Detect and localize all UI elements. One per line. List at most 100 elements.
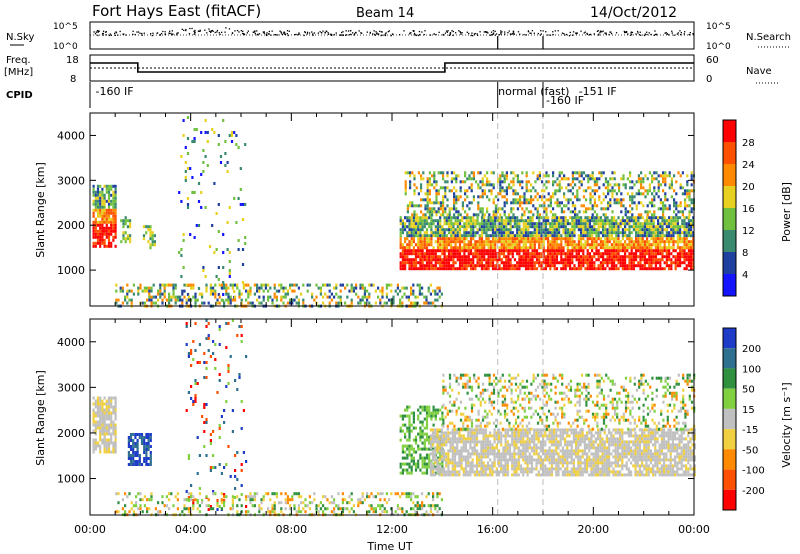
echo-cell xyxy=(569,240,572,244)
echo-cell xyxy=(674,216,677,220)
echo-cell xyxy=(121,301,124,305)
echo-cell xyxy=(428,258,431,262)
echo-cell xyxy=(411,213,414,217)
echo-cell xyxy=(502,222,506,226)
echo-cell xyxy=(670,258,673,262)
echo-cell xyxy=(147,457,150,460)
echo-cell xyxy=(421,234,424,238)
echo-cell xyxy=(643,219,646,223)
echo-cell xyxy=(208,245,212,248)
echo-cell xyxy=(591,204,594,208)
echo-cell xyxy=(92,235,95,239)
echo-cell xyxy=(105,184,108,188)
echo-cell xyxy=(107,217,111,221)
echo-cell xyxy=(452,264,455,268)
echo-cell xyxy=(114,196,117,200)
echo-cell xyxy=(574,195,577,199)
echo-cell xyxy=(256,298,259,302)
echo-cell xyxy=(105,235,108,239)
echo-cell xyxy=(450,231,453,235)
echo-cell xyxy=(485,231,488,235)
echo-cell xyxy=(692,216,695,220)
nsky-point xyxy=(376,33,378,35)
echo-cell xyxy=(585,198,588,202)
echo-cell xyxy=(564,261,567,265)
echo-cell xyxy=(213,182,216,185)
echo-cell xyxy=(494,222,497,226)
echo-cell xyxy=(437,189,440,193)
echo-cell xyxy=(112,420,115,424)
echo-cell xyxy=(194,349,197,352)
echo-cell xyxy=(529,246,532,250)
nsky-point xyxy=(680,34,682,36)
echo-cell xyxy=(662,171,665,175)
echo-cell xyxy=(549,267,552,271)
echo-cell xyxy=(205,337,208,340)
echo-cell xyxy=(110,420,113,424)
echo-cell xyxy=(476,252,479,256)
echo-cell xyxy=(681,249,684,253)
echo-cell xyxy=(668,174,671,178)
echo-cell xyxy=(637,213,640,217)
echo-cell xyxy=(430,216,433,220)
echo-cell xyxy=(412,225,415,229)
echo-cell xyxy=(685,267,688,271)
echo-cell xyxy=(531,237,534,241)
echo-cell xyxy=(663,267,666,271)
echo-cell xyxy=(582,255,585,259)
nsky-point xyxy=(354,31,357,34)
echo-cell xyxy=(273,510,276,514)
echo-cell xyxy=(580,267,583,271)
echo-cell xyxy=(524,255,528,259)
echo-cell xyxy=(92,187,95,191)
echo-cell xyxy=(239,188,242,191)
echo-cell xyxy=(631,195,634,199)
echo-cell xyxy=(151,237,154,241)
echo-cell xyxy=(676,228,679,232)
echo-cell xyxy=(136,442,139,445)
echo-cell xyxy=(459,195,462,199)
echo-cell xyxy=(615,249,618,253)
echo-cell xyxy=(600,201,603,205)
echo-cell xyxy=(459,213,462,217)
echo-cell xyxy=(114,447,117,451)
echo-cell xyxy=(516,216,519,220)
echo-cell xyxy=(681,213,684,217)
echo-cell xyxy=(558,243,561,247)
echo-cell xyxy=(445,246,448,250)
nsky-point xyxy=(241,32,244,35)
cpid-annotation: -151 IF xyxy=(579,85,617,98)
echo-cell xyxy=(92,190,95,194)
echo-cell xyxy=(341,510,344,514)
echo-cell xyxy=(489,252,492,256)
echo-cell xyxy=(542,228,545,232)
echo-cell xyxy=(518,267,521,271)
echo-cell xyxy=(643,234,646,238)
echo-cell xyxy=(182,134,185,137)
echo-cell xyxy=(326,295,329,299)
echo-cell xyxy=(412,301,415,305)
echo-cell xyxy=(477,195,480,199)
echo-cell xyxy=(613,189,616,193)
echo-cell xyxy=(490,183,493,187)
echo-cell xyxy=(302,298,305,302)
nsky-point xyxy=(495,33,498,35)
echo-cell xyxy=(204,155,207,158)
echo-cell xyxy=(606,252,609,256)
echo-cell xyxy=(489,225,492,229)
echo-cell xyxy=(390,301,393,305)
echo-cell xyxy=(461,207,464,211)
echo-cell xyxy=(650,231,653,235)
echo-cell xyxy=(203,445,206,448)
nsky-point xyxy=(238,31,240,33)
echo-cell xyxy=(186,206,190,209)
echo-cell xyxy=(284,492,287,496)
echo-cell xyxy=(507,267,510,271)
echo-cell xyxy=(542,216,545,220)
echo-cell xyxy=(586,261,589,265)
echo-cell xyxy=(575,252,578,256)
echo-cell xyxy=(458,249,462,253)
nsky-point xyxy=(671,32,673,34)
echo-cell xyxy=(575,222,578,226)
echo-cell xyxy=(522,264,525,268)
